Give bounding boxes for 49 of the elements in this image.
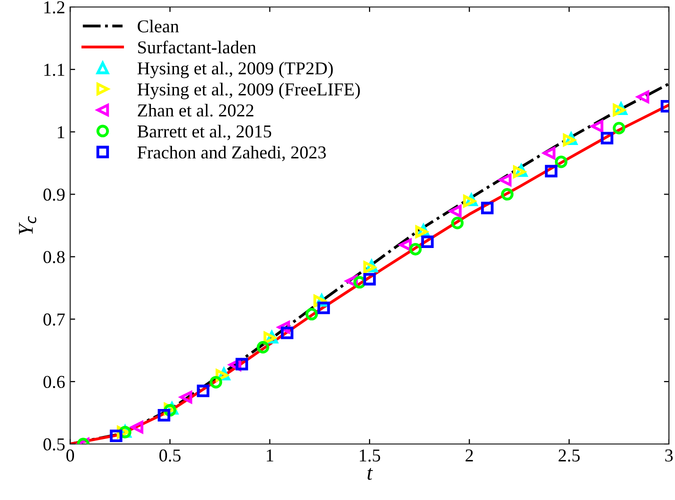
y-tick-label: 1 — [58, 126, 64, 138]
legend-label: Zhan et al. 2022 — [138, 104, 254, 117]
legend-label: Frachon and Zahedi, 2023 — [138, 146, 326, 162]
point — [256, 340, 270, 354]
point — [600, 132, 614, 144]
y-axis-title: Y$_{c}$ — [19, 216, 36, 235]
y-tick-label: 0.7 — [43, 313, 65, 326]
x-tick-label: 0 — [66, 449, 74, 462]
legend-label: Hysing et al., 2009 (FreeLIFE) — [138, 82, 360, 100]
point — [317, 302, 330, 314]
point — [481, 202, 494, 214]
point — [612, 122, 626, 134]
x-tick-label: 1.5 — [360, 449, 380, 462]
point — [363, 272, 376, 286]
x-tick-label: 1 — [266, 449, 274, 462]
point — [110, 430, 122, 442]
y-tick-label: 0.6 — [43, 376, 65, 388]
legend-label: Barrett et al., 2015 — [138, 124, 272, 140]
point — [280, 326, 294, 340]
point — [590, 120, 604, 132]
legend-label: Hysing et al., 2009 (TP2D) — [138, 62, 333, 78]
point — [210, 376, 222, 388]
point — [449, 204, 462, 218]
y-tick-label: 1.2 — [44, 1, 64, 14]
point — [421, 235, 434, 248]
point — [501, 188, 514, 201]
point — [158, 409, 170, 422]
point — [130, 420, 144, 434]
y-tick-label: 0.5 — [43, 438, 65, 451]
legend-label: Surfactant-laden — [138, 40, 256, 54]
x-axis-title: t — [368, 468, 373, 480]
point — [305, 308, 318, 320]
y-tick-label: 0.8 — [43, 250, 65, 264]
point — [542, 146, 556, 160]
point — [409, 242, 422, 256]
x-tick-label: 0.5 — [159, 449, 181, 462]
legend-label: Clean — [138, 20, 179, 32]
point — [236, 358, 248, 370]
y-tick-label: 1.1 — [44, 64, 64, 76]
point — [196, 384, 210, 398]
point — [180, 390, 192, 404]
x-tick-label: 2 — [466, 449, 473, 462]
x-tick-label: 2.5 — [558, 449, 580, 462]
point — [636, 90, 650, 104]
point — [451, 216, 464, 230]
x-tick-label: 3 — [665, 449, 673, 462]
point — [554, 156, 568, 168]
y-tick-label: 0.9 — [43, 188, 65, 201]
point — [544, 164, 558, 178]
